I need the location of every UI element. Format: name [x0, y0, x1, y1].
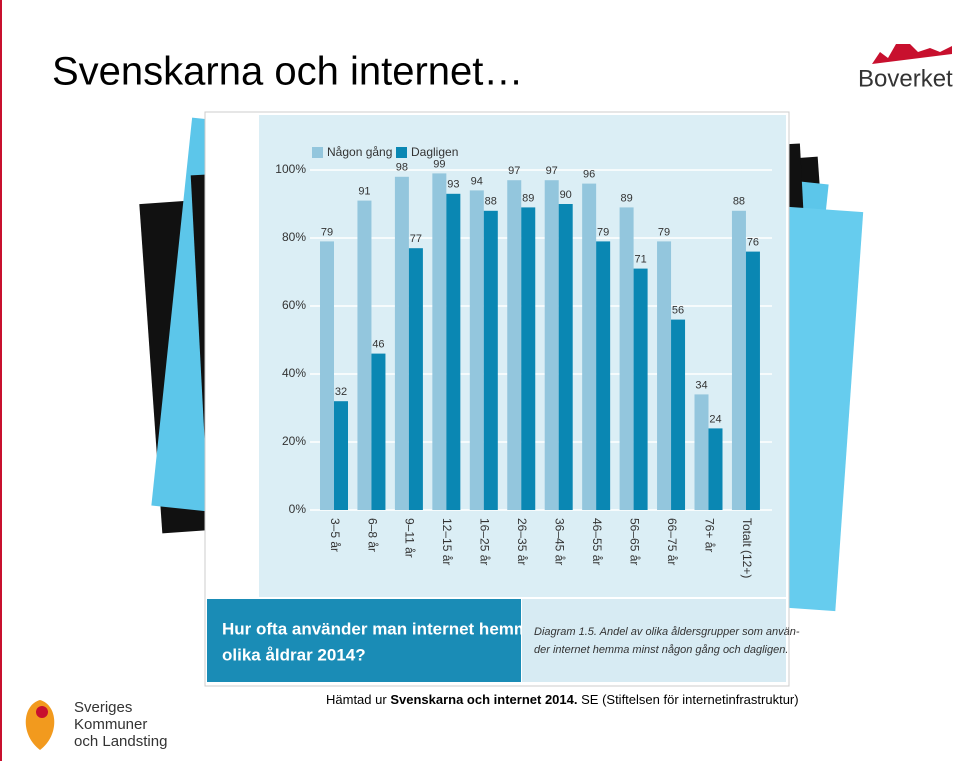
value-label: 46 [372, 339, 384, 351]
x-tick-label: 6–8 år [365, 518, 379, 552]
bar [633, 268, 648, 510]
bar [521, 207, 536, 510]
bar [745, 251, 760, 510]
x-tick-label: 16–25 år [478, 518, 492, 565]
slide-border [0, 0, 2, 761]
bar [582, 183, 597, 510]
value-label: 71 [634, 254, 646, 266]
caption-source: Svenskarna och internet 2014. [390, 692, 577, 707]
value-label: 79 [658, 226, 670, 238]
bar [357, 200, 372, 510]
caption-prefix: Hämtad ur [326, 692, 387, 707]
x-tick-label: 46–55 år [590, 518, 604, 565]
logo-text: Boverket [858, 65, 953, 92]
y-tick-label: 60% [282, 298, 306, 312]
value-label: 79 [597, 226, 609, 238]
value-label: 79 [321, 226, 333, 238]
value-label: 97 [508, 165, 520, 177]
bar [657, 241, 672, 510]
chart-title: Hur ofta använder man internet hemma i [222, 619, 548, 638]
value-label: 96 [583, 169, 595, 181]
value-label: 89 [522, 192, 534, 204]
bar [596, 241, 611, 510]
logo-text: och Landsting [74, 733, 167, 750]
x-tick-label: 26–35 år [515, 518, 529, 565]
slide-title: Svenskarna och internet… [52, 50, 523, 94]
y-tick-label: 40% [282, 366, 306, 380]
value-label: 98 [396, 162, 408, 174]
value-label: 88 [485, 196, 497, 208]
bar [694, 394, 709, 510]
value-label: 90 [560, 189, 572, 201]
logo-text: Sveriges [74, 699, 132, 716]
bar [469, 190, 484, 510]
title-box [207, 599, 521, 682]
logo-text: Kommuner [74, 716, 147, 733]
bar [394, 176, 409, 511]
caption-rest: SE (Stiftelsen för internetinfrastruktur… [581, 692, 798, 707]
value-label: 88 [733, 196, 745, 208]
plot: 0% 20% 40% 60% 80% 100% Någon gång Dagligen 79 32… [275, 145, 772, 578]
chart-title: olika åldrar 2014? [222, 645, 366, 664]
bar [483, 210, 498, 511]
x-tick-label: 3–5 år [328, 518, 342, 552]
bar [320, 241, 334, 510]
bar [708, 428, 723, 510]
boverket-logo: Boverket [858, 44, 953, 92]
bar [371, 353, 386, 510]
bar [408, 248, 423, 510]
x-tick-label: 66–75 år [665, 518, 679, 565]
x-tick-label: Totalt (12+) [740, 518, 754, 578]
x-tick-label: 9–11 år [403, 518, 417, 558]
y-tick-label: 80% [282, 230, 306, 244]
value-label: 77 [410, 233, 422, 245]
bar [558, 204, 573, 510]
bar [507, 180, 522, 510]
value-label: 99 [433, 158, 445, 170]
value-label: 89 [620, 192, 632, 204]
bar [731, 210, 746, 511]
bar [619, 207, 634, 510]
x-tick-label: 12–15 år [440, 518, 454, 565]
x-tick-label: 36–45 år [553, 518, 567, 565]
legend-label: Dagligen [411, 145, 458, 159]
bar [432, 173, 447, 510]
value-label: 34 [695, 379, 707, 391]
legend-swatch [312, 147, 323, 158]
value-label: 97 [546, 165, 558, 177]
y-tick-label: 100% [275, 162, 306, 176]
bar [334, 401, 348, 510]
logo-roofs [872, 44, 952, 64]
value-label: 93 [447, 179, 459, 191]
x-tick-label: 76+ år [702, 518, 716, 552]
value-label: 56 [672, 305, 684, 317]
bar [544, 180, 559, 510]
legend-label: Någon gång [327, 145, 392, 159]
x-tick-label: 56–65 år [627, 518, 641, 565]
chart-note: Diagram 1.5. Andel av olika åldersgruppe… [534, 626, 800, 638]
value-label: 94 [471, 175, 483, 187]
y-tick-label: 20% [282, 434, 306, 448]
note-box [522, 599, 786, 682]
chart-note: der internet hemma minst någon gång och … [534, 644, 788, 656]
skl-logo: Sveriges Kommuner och Landsting [25, 699, 167, 750]
y-tick-label: 0% [289, 502, 307, 516]
bar [446, 193, 461, 511]
value-label: 91 [358, 186, 370, 198]
bar [671, 319, 686, 510]
logo-dot [36, 706, 48, 718]
caption: Hämtad ur Svenskarna och internet 2014. … [326, 692, 799, 707]
value-label: 32 [335, 386, 347, 398]
legend-swatch [396, 147, 407, 158]
value-label: 24 [709, 413, 721, 425]
value-label: 76 [747, 237, 759, 249]
